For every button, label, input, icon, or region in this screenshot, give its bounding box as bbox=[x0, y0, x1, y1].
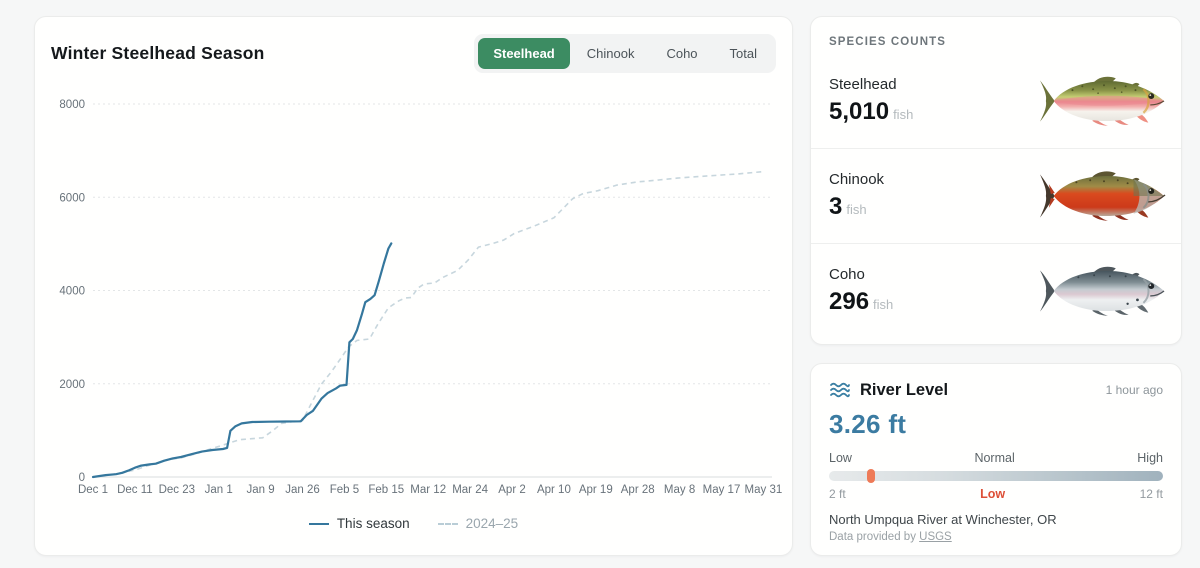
species-name: Coho bbox=[829, 266, 865, 283]
steelhead-fish-illustration bbox=[1039, 76, 1165, 126]
svg-text:Dec 11: Dec 11 bbox=[117, 484, 153, 496]
gauge-label-high: High bbox=[1137, 451, 1163, 465]
legend-label: This season bbox=[336, 516, 410, 531]
species-name: Chinook bbox=[829, 171, 885, 188]
svg-text:Apr 10: Apr 10 bbox=[537, 484, 571, 496]
svg-text:May 17: May 17 bbox=[703, 484, 741, 496]
species-count: 5,010 fish bbox=[829, 97, 914, 125]
species-row-steelhead: Steelhead 5,010 fish bbox=[811, 53, 1181, 148]
species-tab-group: Steelhead Chinook Coho Total bbox=[474, 34, 776, 73]
svg-text:4000: 4000 bbox=[59, 286, 85, 298]
legend-label: 2024–25 bbox=[465, 516, 519, 531]
usgs-link[interactable]: USGS bbox=[919, 531, 952, 543]
river-status-badge: Low bbox=[980, 487, 1006, 501]
tab-steelhead[interactable]: Steelhead bbox=[478, 38, 570, 69]
species-name: Steelhead bbox=[829, 75, 897, 93]
svg-text:Jan 9: Jan 9 bbox=[247, 484, 275, 496]
river-level-gauge bbox=[829, 469, 1163, 483]
river-level-value: 3.26 ft bbox=[829, 409, 907, 439]
svg-text:2000: 2000 bbox=[59, 379, 85, 391]
svg-text:Feb 15: Feb 15 bbox=[368, 484, 404, 496]
gauge-scale-labels: Low Normal High bbox=[829, 451, 1163, 465]
river-level-header: River Level 1 hour ago bbox=[829, 379, 1163, 401]
species-unit: fish bbox=[893, 106, 914, 122]
svg-text:Apr 28: Apr 28 bbox=[621, 484, 655, 496]
chart-header: Winter Steelhead Season Steelhead Chinook… bbox=[51, 34, 776, 73]
chinook-fish-illustration bbox=[1039, 171, 1166, 221]
tab-coho[interactable]: Coho bbox=[651, 38, 712, 69]
svg-text:Mar 24: Mar 24 bbox=[452, 484, 488, 496]
river-level-card: River Level 1 hour ago 3.26 ft Low Norma… bbox=[810, 363, 1182, 556]
data-source-line: Data provided by USGS bbox=[829, 531, 952, 543]
river-level-updated: 1 hour ago bbox=[1105, 383, 1163, 397]
tab-total[interactable]: Total bbox=[715, 38, 772, 69]
svg-text:Mar 12: Mar 12 bbox=[410, 484, 446, 496]
last-season-line-swatch bbox=[437, 522, 458, 525]
coho-fish-illustration bbox=[1039, 266, 1165, 316]
species-count: 296 fish bbox=[829, 288, 894, 315]
species-row-chinook: Chinook 3 fish bbox=[811, 148, 1181, 243]
this-season-line-swatch bbox=[308, 522, 329, 525]
species-count: 3 fish bbox=[829, 193, 867, 220]
species-counts-header: SPECIES COUNTS bbox=[829, 36, 947, 48]
waves-icon bbox=[830, 382, 850, 398]
species-row-coho: Coho 296 fish bbox=[811, 243, 1181, 338]
station-name: North Umpqua River at Winchester, OR bbox=[829, 512, 1057, 527]
svg-text:Apr 2: Apr 2 bbox=[498, 484, 526, 496]
gauge-label-low: Low bbox=[829, 451, 852, 465]
species-counts-card: SPECIES COUNTS Steelhead 5,010 fish bbox=[810, 16, 1182, 345]
legend-item-this-season: This season bbox=[308, 516, 410, 531]
chart-legend: This season 2024–25 bbox=[35, 516, 792, 531]
season-chart-card: Winter Steelhead Season Steelhead Chinook… bbox=[34, 16, 793, 556]
svg-text:Dec 23: Dec 23 bbox=[159, 484, 195, 496]
chart-title: Winter Steelhead Season bbox=[51, 43, 265, 63]
svg-text:6000: 6000 bbox=[59, 192, 85, 204]
gauge-min-label: 2 ft bbox=[829, 487, 846, 501]
tab-chinook[interactable]: Chinook bbox=[572, 38, 650, 69]
gauge-max-label: 12 ft bbox=[1139, 487, 1163, 501]
svg-text:Jan 26: Jan 26 bbox=[285, 484, 320, 496]
species-unit: fish bbox=[846, 202, 867, 217]
svg-text:8000: 8000 bbox=[59, 99, 85, 111]
svg-text:0: 0 bbox=[79, 472, 85, 484]
svg-text:Jan 1: Jan 1 bbox=[205, 484, 233, 496]
river-level-title: River Level bbox=[860, 380, 949, 399]
gauge-range-row: 2 ft Low 12 ft bbox=[829, 487, 1163, 501]
species-unit: fish bbox=[873, 297, 894, 312]
legend-item-last-season: 2024–25 bbox=[437, 516, 519, 531]
gauge-label-normal: Normal bbox=[974, 451, 1015, 465]
svg-text:Dec 1: Dec 1 bbox=[78, 484, 108, 496]
svg-text:Apr 19: Apr 19 bbox=[579, 484, 613, 496]
svg-text:May 31: May 31 bbox=[745, 484, 783, 496]
gauge-current-marker bbox=[867, 469, 876, 483]
svg-text:May 8: May 8 bbox=[664, 484, 695, 496]
svg-text:Feb 5: Feb 5 bbox=[330, 484, 359, 496]
season-chart: 0 2000 4000 6000 8000 Dec 1 Dec 11 Dec 23 Jan 1 J… bbox=[59, 99, 783, 496]
